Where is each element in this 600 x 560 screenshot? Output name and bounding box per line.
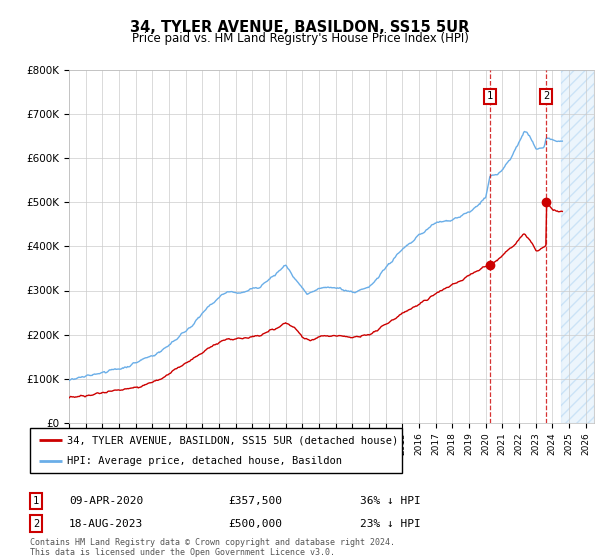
Text: £357,500: £357,500 <box>228 496 282 506</box>
Text: Price paid vs. HM Land Registry's House Price Index (HPI): Price paid vs. HM Land Registry's House … <box>131 32 469 45</box>
Bar <box>560 70 594 423</box>
Text: 36% ↓ HPI: 36% ↓ HPI <box>360 496 421 506</box>
Text: 1: 1 <box>487 91 493 101</box>
Text: 09-APR-2020: 09-APR-2020 <box>69 496 143 506</box>
Text: 34, TYLER AVENUE, BASILDON, SS15 5UR: 34, TYLER AVENUE, BASILDON, SS15 5UR <box>130 20 470 35</box>
Text: 34, TYLER AVENUE, BASILDON, SS15 5UR (detached house): 34, TYLER AVENUE, BASILDON, SS15 5UR (de… <box>67 436 398 446</box>
Text: Contains HM Land Registry data © Crown copyright and database right 2024.
This d: Contains HM Land Registry data © Crown c… <box>30 538 395 557</box>
Text: 1: 1 <box>33 496 39 506</box>
Text: 23% ↓ HPI: 23% ↓ HPI <box>360 519 421 529</box>
Text: 2: 2 <box>543 91 549 101</box>
Text: 2: 2 <box>33 519 39 529</box>
Text: £500,000: £500,000 <box>228 519 282 529</box>
Bar <box>560 70 594 423</box>
Text: HPI: Average price, detached house, Basildon: HPI: Average price, detached house, Basi… <box>67 456 342 466</box>
Text: 18-AUG-2023: 18-AUG-2023 <box>69 519 143 529</box>
